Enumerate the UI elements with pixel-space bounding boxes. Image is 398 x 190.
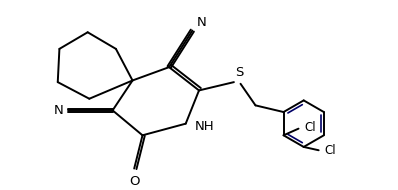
Text: N: N <box>196 16 206 29</box>
Text: O: O <box>129 174 139 188</box>
Text: Cl: Cl <box>325 144 336 158</box>
Text: NH: NH <box>195 120 215 133</box>
Text: S: S <box>236 66 244 79</box>
Text: N: N <box>54 104 64 117</box>
Text: Cl: Cl <box>304 121 316 135</box>
